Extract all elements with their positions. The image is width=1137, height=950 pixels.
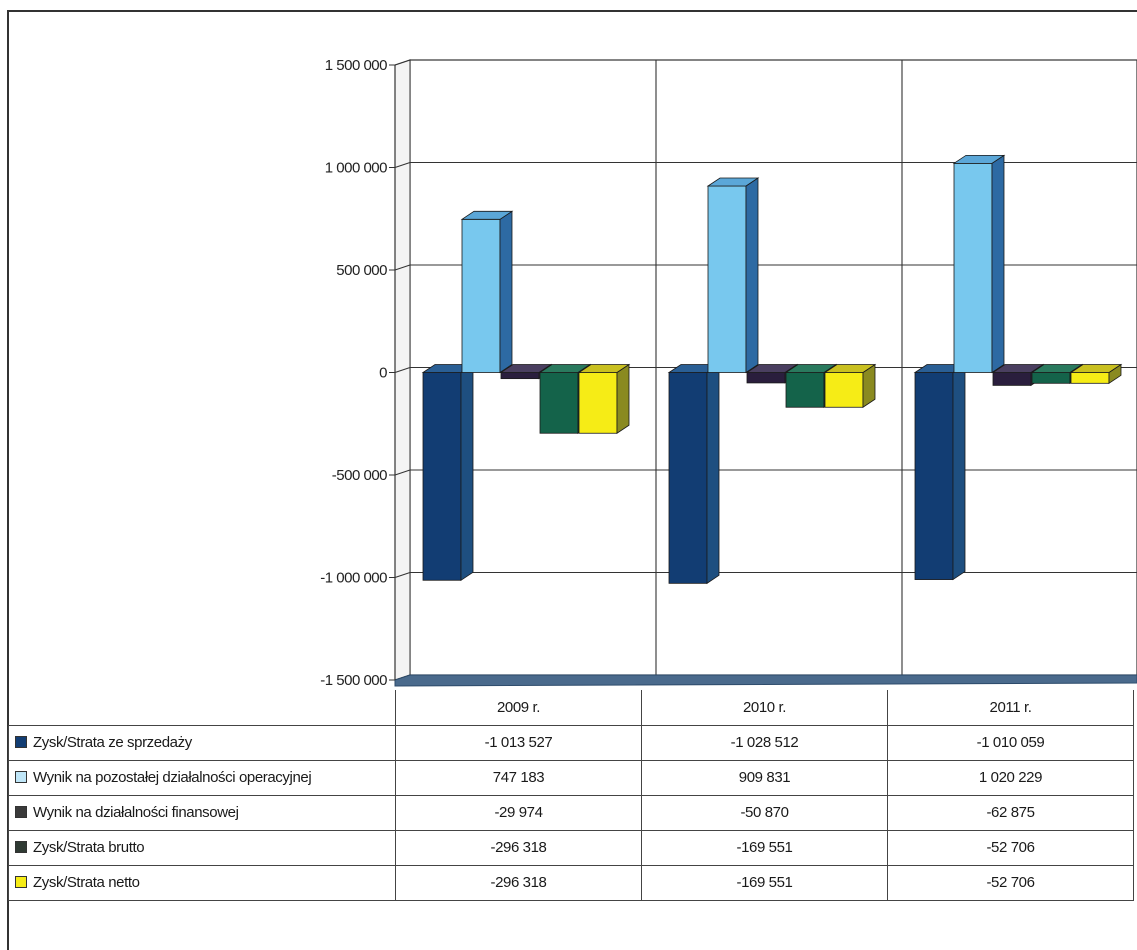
bar bbox=[746, 372, 786, 384]
bar bbox=[914, 372, 954, 580]
data-table: 2009 r. 2010 r. 2011 r. Zysk/Strata ze s… bbox=[8, 690, 1134, 901]
bar-top bbox=[460, 210, 514, 220]
y-tick-label: -500 000 bbox=[332, 467, 387, 484]
category-label: 2010 r. bbox=[641, 690, 888, 726]
bar-top bbox=[538, 364, 592, 373]
series-row: Zysk/Strata netto -296 318 -169 551 -52 … bbox=[8, 864, 1134, 901]
chart-frame bbox=[7, 10, 1137, 950]
bar bbox=[824, 372, 864, 408]
series-name: Wynik na działalności finansowej bbox=[33, 804, 239, 821]
legend-swatch bbox=[15, 806, 27, 818]
bar-side bbox=[745, 177, 759, 374]
series-name: Zysk/Strata netto bbox=[33, 874, 140, 891]
bar-side bbox=[706, 363, 720, 585]
legend-swatch bbox=[15, 771, 27, 783]
bar-side bbox=[991, 154, 1005, 374]
data-label: -296 318 bbox=[395, 864, 642, 901]
bar-top bbox=[952, 154, 1006, 164]
category-label: 2009 r. bbox=[395, 690, 642, 726]
bar-top bbox=[1030, 364, 1084, 373]
bar bbox=[668, 372, 708, 584]
data-label: -169 551 bbox=[641, 829, 888, 866]
bar-side bbox=[460, 363, 474, 582]
bar bbox=[1070, 372, 1110, 384]
bar bbox=[785, 372, 825, 408]
legend-swatch bbox=[15, 876, 27, 888]
bar-side bbox=[499, 210, 513, 374]
series-name: Zysk/Strata ze sprzedaży bbox=[33, 734, 192, 751]
bar-top bbox=[577, 364, 631, 373]
series-row: Wynik na pozostałej działalności operacy… bbox=[8, 759, 1134, 796]
bar-top bbox=[499, 364, 553, 373]
data-label: -296 318 bbox=[395, 829, 642, 866]
series-row: Wynik na działalności finansowej -29 974… bbox=[8, 794, 1134, 831]
bar-top bbox=[745, 364, 799, 373]
bar bbox=[461, 218, 501, 373]
gridline bbox=[394, 59, 411, 66]
bar-series bbox=[421, 154, 1123, 585]
chart-area: 1 500 000 1 000 000 500 000 0 -500 000 -1 000… bbox=[320, 57, 1137, 689]
bar bbox=[992, 372, 1032, 386]
y-tick-label: -1 000 000 bbox=[320, 570, 387, 587]
data-label: -29 974 bbox=[395, 794, 642, 831]
bar-top bbox=[706, 177, 760, 187]
y-tick-label: 0 bbox=[379, 365, 387, 382]
data-label: 1 020 229 bbox=[887, 759, 1134, 796]
bar bbox=[539, 372, 579, 434]
gridline bbox=[394, 572, 411, 578]
series-row: Zysk/Strata ze sprzedaży -1 013 527 -1 0… bbox=[8, 724, 1134, 761]
gridline bbox=[394, 162, 411, 168]
gridline bbox=[394, 469, 411, 476]
data-label: -1 013 527 bbox=[395, 724, 642, 761]
legend-swatch bbox=[15, 736, 27, 748]
data-label: -50 870 bbox=[641, 794, 888, 831]
data-label: -1 028 512 bbox=[641, 724, 888, 761]
data-label: -169 551 bbox=[641, 864, 888, 901]
series-row: Zysk/Strata brutto -296 318 -169 551 -52… bbox=[8, 829, 1134, 866]
y-tick-label: -1 500 000 bbox=[320, 672, 387, 689]
data-table-header: 2009 r. 2010 r. 2011 r. bbox=[8, 690, 1134, 726]
data-label: -1 010 059 bbox=[887, 724, 1134, 761]
series-name: Zysk/Strata brutto bbox=[33, 839, 145, 856]
bar bbox=[500, 372, 540, 380]
series-name: Wynik na pozostałej działalności operacy… bbox=[33, 769, 312, 786]
bar bbox=[953, 162, 993, 373]
data-label: 747 183 bbox=[395, 759, 642, 796]
data-label: 909 831 bbox=[641, 759, 888, 796]
data-label: -62 875 bbox=[887, 794, 1134, 831]
legend-swatch bbox=[15, 841, 27, 853]
y-tick-label: 1 500 000 bbox=[325, 57, 387, 74]
bar-top bbox=[1069, 364, 1123, 373]
bar-side bbox=[616, 363, 630, 434]
bar-top bbox=[823, 364, 877, 373]
y-tick-label: 1 000 000 bbox=[325, 160, 387, 177]
data-label: -52 706 bbox=[887, 864, 1134, 901]
gridline bbox=[394, 264, 411, 271]
y-tick-label: 500 000 bbox=[336, 262, 387, 279]
bar bbox=[578, 372, 618, 434]
gridline bbox=[394, 367, 411, 373]
y-axis: 1 500 000 1 000 000 500 000 0 -500 000 -1 000… bbox=[320, 57, 396, 689]
data-label: -52 706 bbox=[887, 829, 1134, 866]
bar bbox=[1031, 372, 1071, 384]
chart-floor bbox=[394, 674, 1137, 687]
category-label: 2011 r. bbox=[887, 690, 1134, 726]
bar-top bbox=[991, 364, 1045, 373]
bar bbox=[707, 185, 747, 373]
bar-side bbox=[952, 363, 966, 581]
bar bbox=[422, 372, 462, 581]
bar-top bbox=[784, 364, 838, 373]
